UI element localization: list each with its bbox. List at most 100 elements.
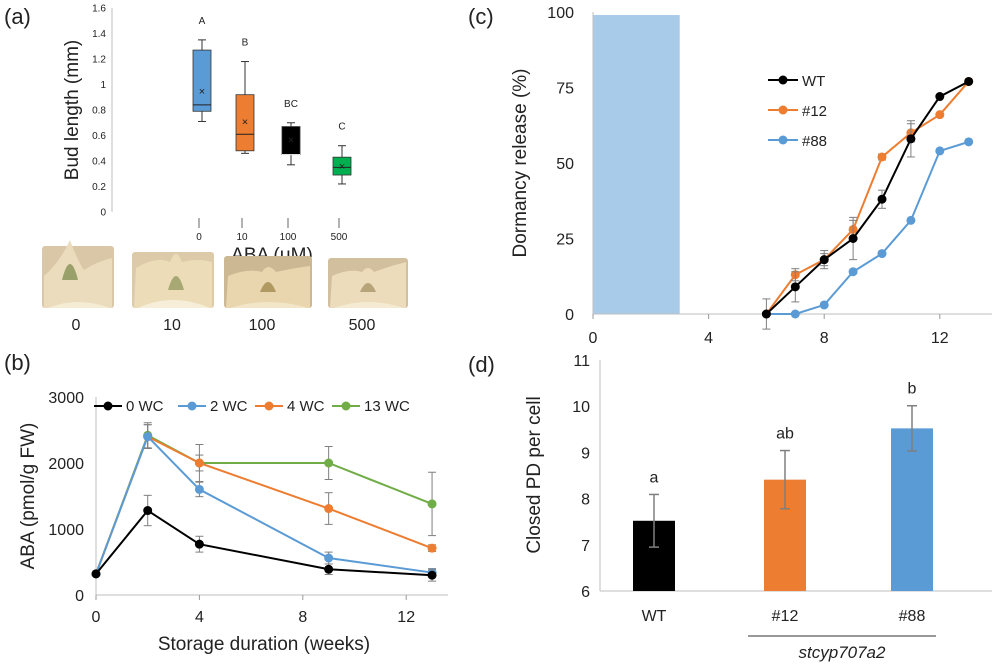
c-shaded-band	[593, 15, 680, 315]
d-significance-letter: a	[650, 469, 659, 486]
box-mean-marker: ×	[199, 86, 205, 98]
c-data-point	[935, 92, 945, 102]
d-y-tick-label: 10	[572, 399, 590, 416]
c-legend-marker	[778, 135, 788, 145]
b-x-tick-label: 4	[195, 609, 204, 626]
c-legend-marker	[778, 75, 788, 85]
b-data-point	[427, 570, 437, 580]
c-x-tick-label: 0	[589, 330, 598, 347]
a-y-tick-label: 1.4	[92, 29, 106, 40]
c-y-tick-label: 0	[565, 307, 574, 324]
c-series-line	[765, 80, 970, 315]
panel-a: (a) 0 0.2 0.4 0.6 0.8 1 1.2 1.4 1.6 Bud length (…	[4, 4, 408, 334]
c-data-point	[761, 309, 771, 319]
c-data-point	[848, 234, 858, 243]
c-data-point	[877, 249, 887, 259]
b-series-line	[95, 433, 433, 575]
b-legend-label: 0 WC	[126, 398, 164, 415]
c-data-point	[935, 110, 945, 120]
box-100: × BC	[281, 99, 301, 166]
b-y-ticks: 0 1000 2000 3000	[48, 390, 84, 605]
c-y-ticks: 0 25 50 75 100	[547, 5, 574, 324]
d-bar	[891, 428, 933, 591]
bud-photo-100	[224, 256, 312, 308]
box-significance-letter: BC	[284, 99, 298, 110]
c-series-line	[765, 80, 970, 315]
b-x-tick-label: 0	[92, 609, 101, 626]
box-mean-marker: ×	[339, 161, 345, 173]
b-data-point	[324, 458, 334, 468]
b-legend-marker	[264, 401, 274, 411]
box-0: ×A	[192, 16, 212, 122]
c-data-point	[935, 146, 945, 156]
c-y-tick-label: 50	[556, 156, 574, 173]
c-series-line88	[761, 137, 974, 319]
b-y-tick-label: 0	[75, 588, 84, 605]
photo-label-100: 100	[249, 317, 276, 334]
b-legend: 0 WC 2 WC 4 WC 13 WC	[94, 398, 410, 415]
b-data-point	[143, 506, 153, 516]
box-body	[332, 156, 352, 176]
c-x-tick-label: 4	[704, 330, 713, 347]
a-y-ticks: 0 0.2 0.4 0.6 0.8 1 1.2 1.4 1.6	[92, 4, 106, 219]
b-data-point	[324, 504, 334, 514]
b-series-2-WC	[91, 424, 437, 579]
b-legend-label: 13 WC	[364, 398, 410, 415]
b-data-point	[324, 553, 334, 563]
b-data-point	[91, 569, 101, 579]
b-legend-label: 2 WC	[210, 398, 248, 415]
c-data-point	[877, 194, 887, 204]
box-significance-letter: B	[242, 38, 249, 49]
b-series-line	[95, 435, 433, 575]
bud-photo-0	[42, 240, 114, 308]
b-data-point	[427, 543, 437, 553]
d-y-tick-label: 8	[581, 492, 590, 509]
b-series-0-WC	[91, 494, 437, 582]
box-mean-marker: ×	[242, 116, 248, 128]
d-x-category-label: WT	[642, 608, 667, 625]
box-10: ×B	[235, 38, 255, 154]
photo-label-0: 0	[72, 317, 81, 334]
box-significance-letter: C	[338, 122, 345, 133]
c-data-point	[790, 309, 800, 319]
panel-c: (c) 0 25 50 75 100 0 4 8 12 Dormancy release (%…	[468, 4, 992, 347]
c-series-WT	[761, 76, 974, 330]
a-y-axis-title: Bud length (mm)	[62, 40, 83, 180]
c-data-point	[819, 255, 829, 265]
d-bar-WT: a WT	[633, 469, 675, 625]
c-y-tick-label: 75	[556, 81, 574, 98]
panel-label-c: (c)	[468, 4, 494, 29]
c-storage-band	[593, 15, 680, 315]
d-significance-letter: ab	[776, 426, 794, 443]
a-y-tick-label: 0	[100, 208, 106, 219]
b-y-axis-title: ABA (pmol/g FW)	[18, 423, 39, 570]
b-x-tick-label: 12	[397, 609, 415, 626]
a-x-categories: 0 10 100 500	[196, 218, 348, 243]
d-y-tick-label: 6	[581, 584, 590, 601]
d-bar-line88: b #88	[891, 381, 933, 625]
a-y-tick-label: 1	[100, 80, 106, 91]
c-data-point	[964, 137, 974, 147]
c-data-point	[877, 152, 887, 162]
bud-photo-500	[328, 258, 408, 308]
d-group-label: stcyp707a2	[799, 643, 886, 662]
b-data-point	[324, 564, 334, 574]
c-data-point	[819, 300, 829, 310]
d-significance-letter: b	[908, 381, 917, 398]
c-legend-label: WT	[802, 73, 825, 90]
d-y-tick-label: 7	[581, 538, 590, 555]
a-y-tick-label: 1.6	[92, 4, 106, 15]
b-data-point	[194, 484, 204, 494]
c-legend-label: #12	[802, 103, 827, 120]
c-legend-marker	[778, 105, 788, 115]
a-y-tick-label: 0.4	[92, 157, 106, 168]
d-x-category-label: #88	[899, 608, 926, 625]
b-legend-marker	[341, 401, 351, 411]
c-data-point	[906, 215, 916, 225]
b-series	[91, 422, 437, 582]
d-y-ticks: 6 7 8 9 10 11	[572, 353, 590, 601]
c-x-tick-label: 8	[820, 330, 829, 347]
box-significance-letter: A	[199, 16, 206, 27]
